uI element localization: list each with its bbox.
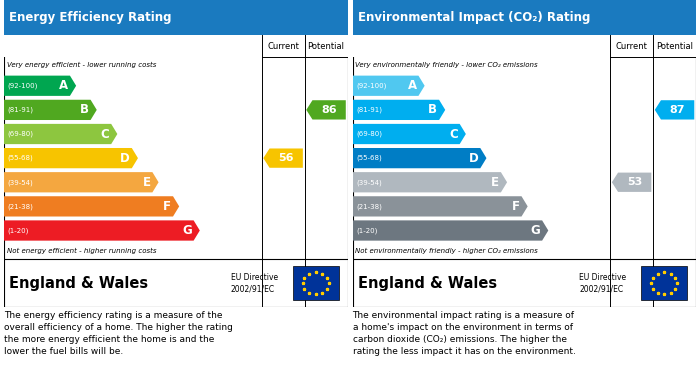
Text: (55-68): (55-68) — [356, 155, 382, 161]
Text: Current: Current — [616, 41, 648, 50]
Polygon shape — [307, 100, 346, 120]
Polygon shape — [654, 100, 694, 120]
Text: 56: 56 — [279, 153, 294, 163]
Text: F: F — [512, 200, 520, 213]
Text: Potential: Potential — [656, 41, 693, 50]
Text: The environmental impact rating is a measure of
a home's impact on the environme: The environmental impact rating is a mea… — [353, 311, 575, 357]
Bar — [353, 0, 696, 35]
Text: E: E — [491, 176, 499, 189]
Polygon shape — [4, 221, 199, 240]
Text: Not environmentally friendly - higher CO₂ emissions: Not environmentally friendly - higher CO… — [355, 248, 538, 254]
Text: Energy Efficiency Rating: Energy Efficiency Rating — [9, 11, 171, 24]
Text: F: F — [163, 200, 172, 213]
Bar — [353, 35, 696, 307]
Text: D: D — [469, 152, 479, 165]
Text: (92-100): (92-100) — [8, 83, 38, 89]
Text: G: G — [531, 224, 540, 237]
Text: (69-80): (69-80) — [8, 131, 34, 137]
Text: C: C — [101, 127, 109, 140]
Polygon shape — [353, 196, 528, 217]
Text: 86: 86 — [321, 105, 337, 115]
Text: C: C — [449, 127, 458, 140]
Text: England & Wales: England & Wales — [9, 276, 148, 291]
Polygon shape — [4, 75, 76, 96]
Text: A: A — [407, 79, 416, 92]
Text: (69-80): (69-80) — [356, 131, 382, 137]
Bar — [353, 35, 696, 57]
Polygon shape — [4, 100, 97, 120]
Bar — [4, 0, 347, 35]
Text: Environmental Impact (CO₂) Rating: Environmental Impact (CO₂) Rating — [358, 11, 590, 24]
Polygon shape — [353, 100, 445, 120]
Text: (92-100): (92-100) — [356, 83, 386, 89]
Polygon shape — [353, 75, 425, 96]
Text: The energy efficiency rating is a measure of the
overall efficiency of a home. T: The energy efficiency rating is a measur… — [4, 311, 233, 357]
Polygon shape — [4, 124, 118, 144]
Polygon shape — [612, 172, 651, 192]
Text: A: A — [59, 79, 68, 92]
Polygon shape — [4, 196, 179, 217]
Text: Very environmentally friendly - lower CO₂ emissions: Very environmentally friendly - lower CO… — [355, 62, 538, 68]
Polygon shape — [353, 148, 486, 168]
Text: Current: Current — [267, 41, 299, 50]
Text: (1-20): (1-20) — [8, 227, 29, 234]
Text: (39-54): (39-54) — [356, 179, 382, 185]
Text: (81-91): (81-91) — [8, 107, 34, 113]
Text: D: D — [120, 152, 130, 165]
Polygon shape — [353, 124, 466, 144]
Polygon shape — [353, 221, 548, 240]
Polygon shape — [4, 148, 138, 168]
Polygon shape — [4, 172, 159, 192]
Text: B: B — [428, 103, 438, 117]
Text: (21-38): (21-38) — [356, 203, 382, 210]
Text: B: B — [80, 103, 89, 117]
Bar — [4, 35, 347, 307]
Polygon shape — [263, 149, 303, 168]
Text: (55-68): (55-68) — [8, 155, 33, 161]
Text: EU Directive
2002/91/EC: EU Directive 2002/91/EC — [231, 273, 278, 294]
Text: Very energy efficient - lower running costs: Very energy efficient - lower running co… — [7, 62, 156, 68]
Text: 53: 53 — [627, 177, 643, 187]
Bar — [641, 266, 687, 300]
Text: (21-38): (21-38) — [8, 203, 34, 210]
Text: EU Directive
2002/91/EC: EU Directive 2002/91/EC — [579, 273, 626, 294]
Text: Not energy efficient - higher running costs: Not energy efficient - higher running co… — [7, 248, 156, 254]
Text: E: E — [143, 176, 150, 189]
Polygon shape — [353, 172, 507, 192]
Bar — [293, 266, 339, 300]
Text: G: G — [182, 224, 192, 237]
Text: 87: 87 — [670, 105, 685, 115]
Bar — [4, 260, 347, 307]
Text: England & Wales: England & Wales — [358, 276, 497, 291]
Text: (1-20): (1-20) — [356, 227, 377, 234]
Text: (39-54): (39-54) — [8, 179, 33, 185]
Bar — [4, 35, 347, 57]
Text: Potential: Potential — [307, 41, 344, 50]
Bar — [353, 260, 696, 307]
Text: (81-91): (81-91) — [356, 107, 382, 113]
